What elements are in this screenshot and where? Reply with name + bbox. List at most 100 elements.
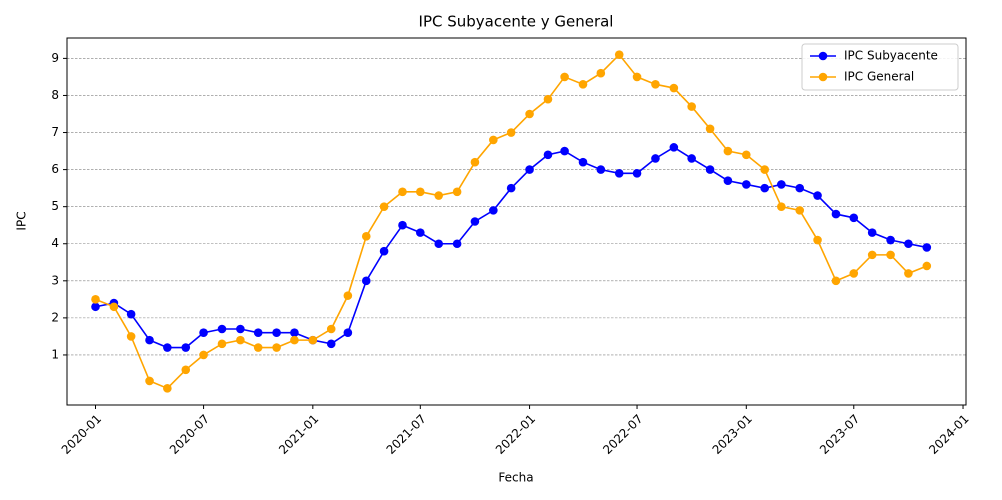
marker — [543, 150, 553, 160]
x-tick-label: 2022-01 — [493, 412, 538, 457]
y-tick-label: 4 — [51, 236, 59, 250]
marker — [687, 154, 696, 163]
marker — [669, 83, 679, 93]
marker — [578, 80, 588, 89]
x-tick-label: 2021-01 — [276, 412, 321, 457]
marker — [379, 246, 389, 256]
marker — [163, 343, 172, 352]
y-tick-label: 3 — [51, 273, 59, 287]
marker — [596, 68, 606, 78]
marker — [867, 250, 877, 260]
legend-label: IPC General — [844, 70, 914, 84]
marker — [434, 191, 444, 200]
y-tick-label: 6 — [51, 162, 59, 176]
y-tick-label: 2 — [51, 310, 59, 324]
marker — [199, 350, 208, 360]
marker — [525, 165, 534, 174]
marker — [904, 239, 913, 249]
legend-label: IPC Subyacente — [844, 49, 938, 63]
marker — [723, 146, 733, 156]
marker — [795, 206, 805, 215]
marker — [308, 335, 318, 345]
marker — [199, 328, 208, 338]
chart-title: IPC Subyacente y General — [419, 13, 614, 31]
marker — [614, 50, 624, 59]
legend-box — [801, 43, 959, 91]
legend-marker — [818, 51, 828, 61]
marker — [145, 376, 154, 386]
marker — [506, 128, 516, 137]
marker — [813, 235, 822, 245]
marker — [470, 217, 480, 226]
marker — [596, 165, 606, 174]
marker — [922, 261, 932, 271]
x-tick-label: 2020-07 — [167, 412, 212, 457]
marker — [126, 332, 136, 341]
marker — [379, 202, 389, 211]
marker — [452, 187, 462, 197]
marker — [777, 180, 786, 189]
legend: IPC Subyacente IPC General — [801, 43, 959, 91]
marker — [813, 191, 822, 200]
marker — [723, 176, 733, 186]
marker — [741, 180, 751, 189]
marker — [831, 276, 841, 286]
y-tick-label: 7 — [51, 125, 59, 139]
legend-marker — [818, 72, 828, 82]
marker — [651, 80, 660, 89]
x-tick-label: 2024-01 — [926, 412, 971, 457]
marker — [163, 384, 172, 393]
marker — [831, 209, 841, 219]
marker — [632, 169, 642, 178]
marker — [849, 213, 859, 223]
marker — [236, 335, 245, 345]
marker — [126, 309, 136, 319]
marker — [361, 232, 371, 241]
marker — [614, 169, 624, 178]
marker — [543, 94, 553, 104]
x-axis-label: Fecha — [498, 471, 533, 485]
marker — [705, 124, 715, 134]
marker — [181, 343, 191, 352]
marker — [867, 228, 877, 237]
plot-frame — [66, 37, 967, 406]
x-tick-label: 2021-07 — [384, 412, 429, 457]
marker — [91, 295, 100, 304]
marker — [398, 187, 407, 197]
marker — [416, 187, 425, 197]
marker — [489, 206, 498, 215]
y-tick-label: 9 — [51, 51, 59, 65]
marker — [525, 109, 534, 119]
x-tick-label: 2023-07 — [817, 412, 862, 457]
marker — [236, 324, 245, 334]
marker — [326, 324, 336, 334]
marker — [343, 291, 353, 300]
marker — [470, 157, 480, 167]
marker — [253, 328, 263, 338]
marker — [904, 269, 913, 278]
marker — [886, 250, 895, 260]
marker — [578, 157, 588, 167]
marker — [217, 324, 227, 334]
marker — [886, 235, 895, 245]
marker — [489, 135, 498, 145]
marker — [506, 183, 516, 193]
marker — [290, 328, 299, 338]
marker — [434, 239, 444, 249]
marker — [705, 165, 715, 174]
marker — [849, 269, 859, 278]
marker — [760, 165, 770, 174]
y-axis-label: IPC — [15, 211, 29, 230]
marker — [669, 143, 679, 152]
x-tick-label: 2022-07 — [600, 412, 645, 457]
marker — [272, 343, 281, 352]
marker — [181, 365, 191, 375]
marker — [145, 335, 154, 345]
marker — [272, 328, 281, 338]
marker — [687, 102, 696, 111]
marker — [253, 343, 263, 352]
marker — [795, 183, 805, 193]
marker — [290, 335, 299, 345]
marker — [109, 302, 119, 312]
